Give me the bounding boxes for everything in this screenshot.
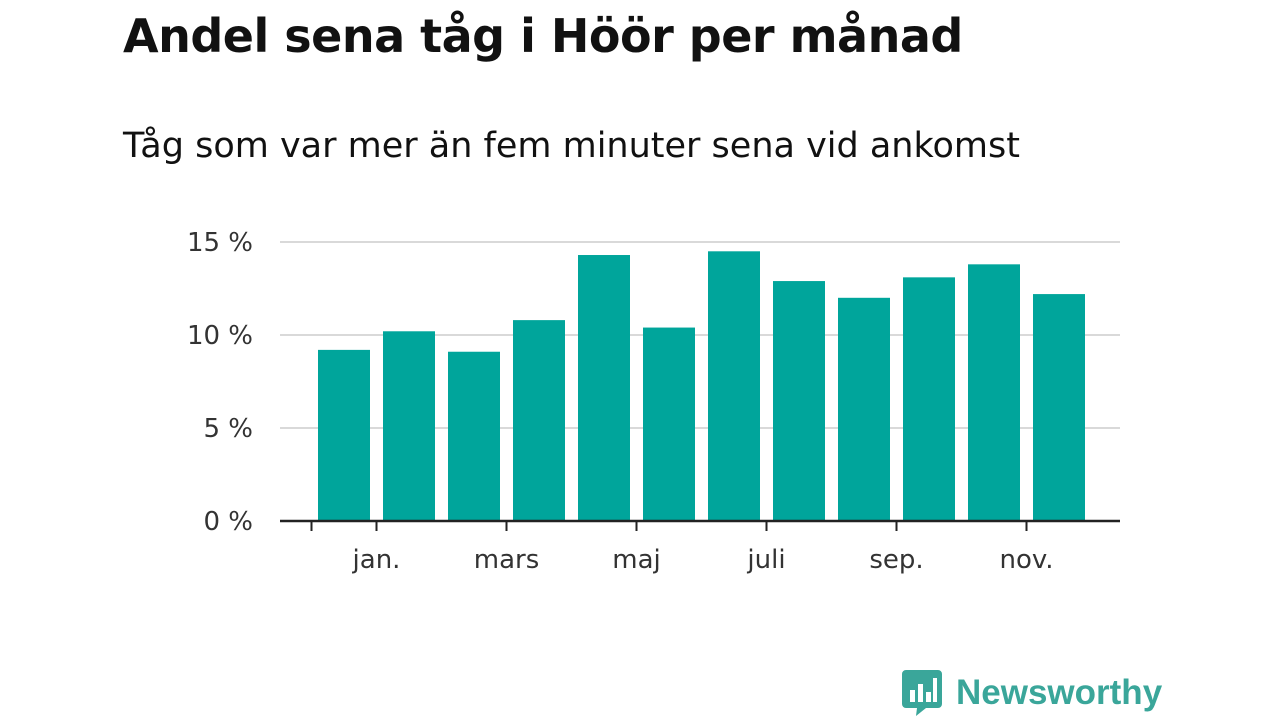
y-tick-label: 15 % <box>187 228 253 258</box>
x-tick-label: sep. <box>869 545 923 575</box>
tick-labels: 0 % 5 % 10 % 15 % jan. mars maj juli sep. nov. <box>187 228 1054 575</box>
bar <box>968 264 1020 521</box>
x-tick-label: mars <box>474 545 540 575</box>
bar <box>448 351 500 521</box>
newsworthy-logo: Newsworthy <box>902 670 1162 716</box>
brand-name: Newsworthy <box>956 673 1163 712</box>
bar <box>838 297 890 521</box>
chart-title: Andel sena tåg i Höör per månad <box>123 9 963 63</box>
bar <box>643 327 695 521</box>
x-tick-label: juli <box>746 545 785 575</box>
bar <box>708 251 760 522</box>
bar <box>773 281 825 521</box>
y-tick-label: 0 % <box>203 507 253 537</box>
y-tick-label: 10 % <box>187 321 253 351</box>
bar <box>578 255 630 521</box>
bar <box>903 277 955 521</box>
bar <box>318 349 370 521</box>
x-axis <box>280 519 1120 531</box>
newsworthy-bar-chart-bubble-icon <box>902 670 942 716</box>
y-tick-label: 5 % <box>203 414 253 444</box>
bar <box>1033 294 1085 521</box>
chart-subtitle: Tåg som var mer än fem minuter sena vid … <box>123 126 1020 166</box>
bar <box>513 320 565 521</box>
bars <box>318 251 1085 522</box>
x-tick-label: jan. <box>352 545 401 575</box>
x-tick-label: nov. <box>999 545 1053 575</box>
bar <box>383 331 435 521</box>
x-tick-label: maj <box>612 545 660 575</box>
